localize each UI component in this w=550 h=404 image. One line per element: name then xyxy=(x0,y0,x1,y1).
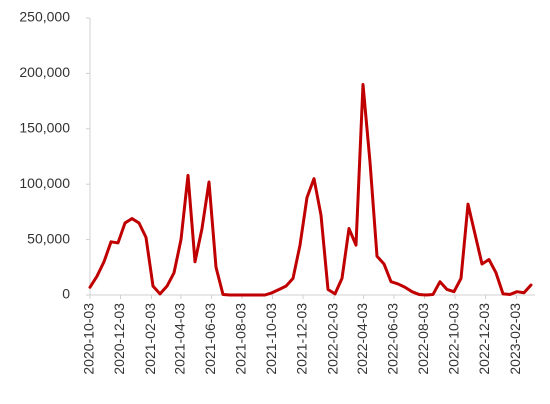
x-tick-label: 2022-10-03 xyxy=(446,303,462,375)
x-tick-label: 2022-06-03 xyxy=(385,303,401,375)
y-tick-label: 250,000 xyxy=(19,9,70,25)
x-tick-label: 2022-12-03 xyxy=(476,303,492,375)
x-tick-label: 2021-08-03 xyxy=(233,303,249,375)
x-tick-label: 2023-02-03 xyxy=(507,303,523,375)
y-tick-label: 150,000 xyxy=(19,120,70,136)
y-tick-label: 50,000 xyxy=(27,230,70,246)
x-tick-label: 2021-10-03 xyxy=(263,303,279,375)
x-tick-label: 2021-04-03 xyxy=(172,303,188,375)
y-tick-label: 200,000 xyxy=(19,64,70,80)
x-tick-label: 2020-10-03 xyxy=(81,303,97,375)
x-tick-label: 2022-04-03 xyxy=(354,303,370,375)
line-series xyxy=(88,82,533,297)
y-tick-label: 0 xyxy=(62,286,70,302)
x-tick-label: 2021-02-03 xyxy=(142,303,158,375)
x-tick-label: 2021-12-03 xyxy=(294,303,310,375)
x-tick-label: 2020-12-03 xyxy=(111,303,127,375)
x-tick-label: 2022-08-03 xyxy=(415,303,431,375)
y-tick-label: 100,000 xyxy=(19,175,70,191)
x-tick-label: 2021-06-03 xyxy=(202,303,218,375)
x-tick-label: 2022-02-03 xyxy=(325,303,341,375)
